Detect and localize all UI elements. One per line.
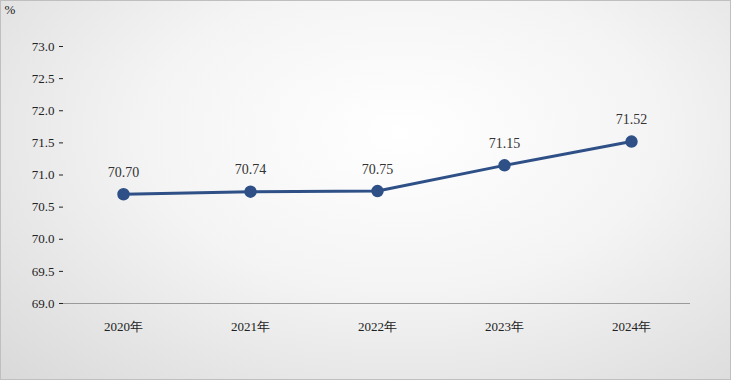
svg-text:2021年: 2021年: [231, 319, 270, 334]
svg-text:2022年: 2022年: [358, 319, 397, 334]
svg-text:70.74: 70.74: [235, 162, 267, 177]
svg-text:71.0: 71.0: [32, 167, 55, 182]
svg-text:%: %: [5, 2, 16, 17]
svg-text:71.52: 71.52: [616, 112, 648, 127]
svg-text:73.0: 73.0: [32, 39, 55, 54]
svg-text:2020年: 2020年: [104, 319, 143, 334]
svg-text:72.0: 72.0: [32, 103, 55, 118]
svg-text:71.5: 71.5: [32, 135, 55, 150]
svg-text:2023年: 2023年: [485, 319, 524, 334]
svg-text:70.0: 70.0: [32, 231, 55, 246]
svg-text:2024年: 2024年: [612, 319, 651, 334]
svg-text:72.5: 72.5: [32, 71, 55, 86]
svg-text:69.0: 69.0: [32, 296, 55, 311]
svg-text:70.75: 70.75: [362, 162, 394, 177]
svg-text:70.5: 70.5: [32, 199, 55, 214]
svg-text:71.15: 71.15: [489, 136, 521, 151]
svg-text:70.70: 70.70: [108, 165, 140, 180]
svg-text:69.5: 69.5: [32, 264, 55, 279]
